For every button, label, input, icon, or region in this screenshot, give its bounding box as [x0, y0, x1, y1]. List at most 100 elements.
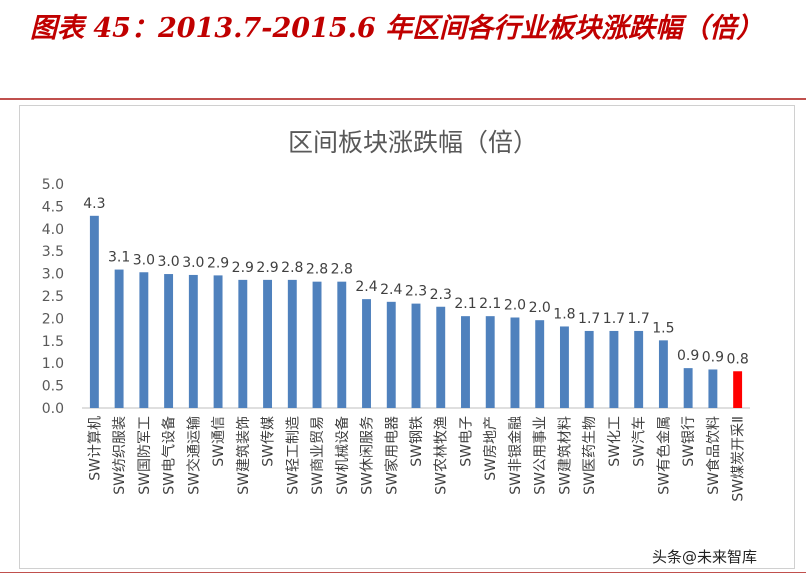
bar: [411, 303, 421, 408]
bar: [238, 279, 248, 408]
x-tick-label: SW商业贸易: [310, 416, 326, 495]
data-label: 3.0: [133, 252, 155, 268]
y-tick-label: 1.0: [42, 356, 64, 372]
x-tick-label: SW银行: [681, 416, 697, 467]
bar: [584, 330, 594, 408]
bar: [213, 275, 223, 408]
x-tick-label: SW家用电器: [383, 416, 400, 495]
data-label: 3.1: [108, 250, 130, 266]
x-tick-label: SW汽车: [631, 416, 648, 467]
figure-title: 图表 45：2013.7-2015.6 年区间各行业板块涨跌幅（倍）: [30, 13, 764, 44]
data-label: 2.3: [405, 284, 427, 300]
y-tick-label: 0.5: [42, 379, 64, 395]
x-tick-label: SW公用事业: [533, 416, 549, 495]
data-label: 1.5: [652, 320, 674, 336]
x-tick-label: SW电子: [458, 416, 474, 467]
y-tick-label: 2.0: [42, 311, 64, 327]
bar: [139, 272, 149, 408]
x-tick-label: SW休闲服务: [360, 416, 376, 495]
x-labels-group: SW计算机 SW纺织服装 SW国防军工 SW电气设备 SW交通运输 SW通信 SW建筑装饰 S…: [87, 416, 746, 502]
bar: [436, 306, 446, 408]
bar: [114, 269, 124, 408]
x-tick-label: SW食品饮料: [705, 416, 722, 495]
bar: [362, 299, 371, 408]
bar: [188, 274, 198, 408]
data-label: 2.8: [331, 262, 353, 278]
y-tick-label: 0.0: [42, 401, 64, 417]
data-label: 2.0: [504, 298, 526, 314]
data-label: 1.7: [628, 311, 650, 327]
x-tick-label: SW建筑材料: [557, 416, 573, 495]
data-label: 3.0: [182, 255, 204, 271]
y-tick-label: 5.0: [42, 177, 64, 193]
data-label: 1.7: [603, 311, 625, 327]
x-tick-label: SW纺织服装: [112, 416, 128, 495]
x-tick-label: SW传媒: [261, 416, 277, 467]
bar: [708, 369, 718, 408]
x-tick-label: SW通信: [211, 416, 227, 467]
bars-group: [89, 215, 743, 408]
data-label: 2.9: [256, 260, 278, 276]
data-label: 0.9: [677, 348, 699, 364]
bar: [386, 301, 396, 408]
data-label: 4.3: [83, 196, 105, 212]
bar: [164, 274, 174, 408]
bar: [535, 320, 545, 408]
x-tick-label: SW房地产: [483, 416, 499, 481]
bar: [733, 371, 743, 408]
watermark-text: 头条@未来智库: [652, 548, 758, 566]
x-tick-label: SW轻工制造: [285, 416, 301, 495]
bar: [559, 326, 569, 408]
data-label: 2.8: [281, 260, 303, 276]
data-label: 2.9: [232, 260, 254, 276]
data-label: 2.1: [479, 296, 501, 312]
x-tick-label: SW医药生物: [582, 416, 598, 495]
x-tick-label: SW电气设备: [161, 416, 178, 495]
top-divider: [0, 98, 806, 100]
data-label: 2.0: [529, 300, 551, 316]
x-tick-label: SW机械设备: [334, 416, 351, 495]
chart-title: 区间板块涨跌幅（倍）: [288, 128, 538, 157]
data-label: 0.8: [726, 351, 748, 367]
bar: [609, 330, 619, 408]
data-label: 2.4: [380, 282, 402, 298]
data-label: 2.8: [306, 262, 328, 278]
bar: [337, 281, 347, 408]
x-tick-label: SW煤炭开采Ⅱ: [731, 416, 747, 502]
bar: [510, 317, 520, 408]
x-tick-label: SW农林牧渔: [434, 416, 450, 495]
data-label: 2.9: [207, 255, 229, 271]
bar: [634, 330, 644, 408]
bar: [312, 281, 322, 408]
bar: [485, 316, 495, 408]
data-label: 2.4: [355, 279, 377, 295]
y-tick-label: 3.0: [42, 267, 64, 283]
x-tick-label: SW钢铁: [409, 416, 425, 467]
y-tick-label: 1.5: [42, 334, 64, 350]
bar: [461, 316, 470, 408]
data-label: 1.7: [578, 311, 600, 327]
data-label: 1.8: [553, 306, 575, 322]
bar: [658, 340, 668, 408]
x-tick-label: SW建筑装饰: [236, 416, 252, 495]
bar: [683, 368, 693, 408]
bar: [287, 279, 297, 408]
y-tick-label: 2.5: [42, 289, 64, 305]
data-labels-group: 4.33.1 3.0 3.0 3.0 2.9 2.9 2.9 2.8 2.8 2.82.4 2.4 2…: [83, 196, 749, 367]
x-tick-label: SW有色金属: [655, 416, 672, 495]
y-tick-label: 4.0: [42, 222, 64, 238]
x-tick-label: SW国防军工: [137, 416, 153, 495]
x-tick-label: SW化工: [607, 416, 623, 467]
x-tick-label: SW交通运输: [185, 416, 202, 495]
y-tick-label: 4.5: [42, 199, 64, 215]
bottom-divider: [0, 572, 806, 573]
bar-chart: 区间板块涨跌幅（倍） 0.0 0.5 1.0 1.5 2.0 2.5 3.0 3.5 4.0 4.…: [42, 128, 750, 502]
data-label: 0.9: [702, 349, 724, 365]
data-label: 3.0: [157, 254, 179, 270]
x-tick-label: SW计算机: [87, 416, 103, 481]
x-tick-label: SW非银金融: [508, 416, 524, 495]
bar: [89, 215, 99, 408]
bar: [263, 279, 273, 408]
y-tick-label: 3.5: [42, 244, 64, 260]
data-label: 2.1: [454, 296, 476, 312]
